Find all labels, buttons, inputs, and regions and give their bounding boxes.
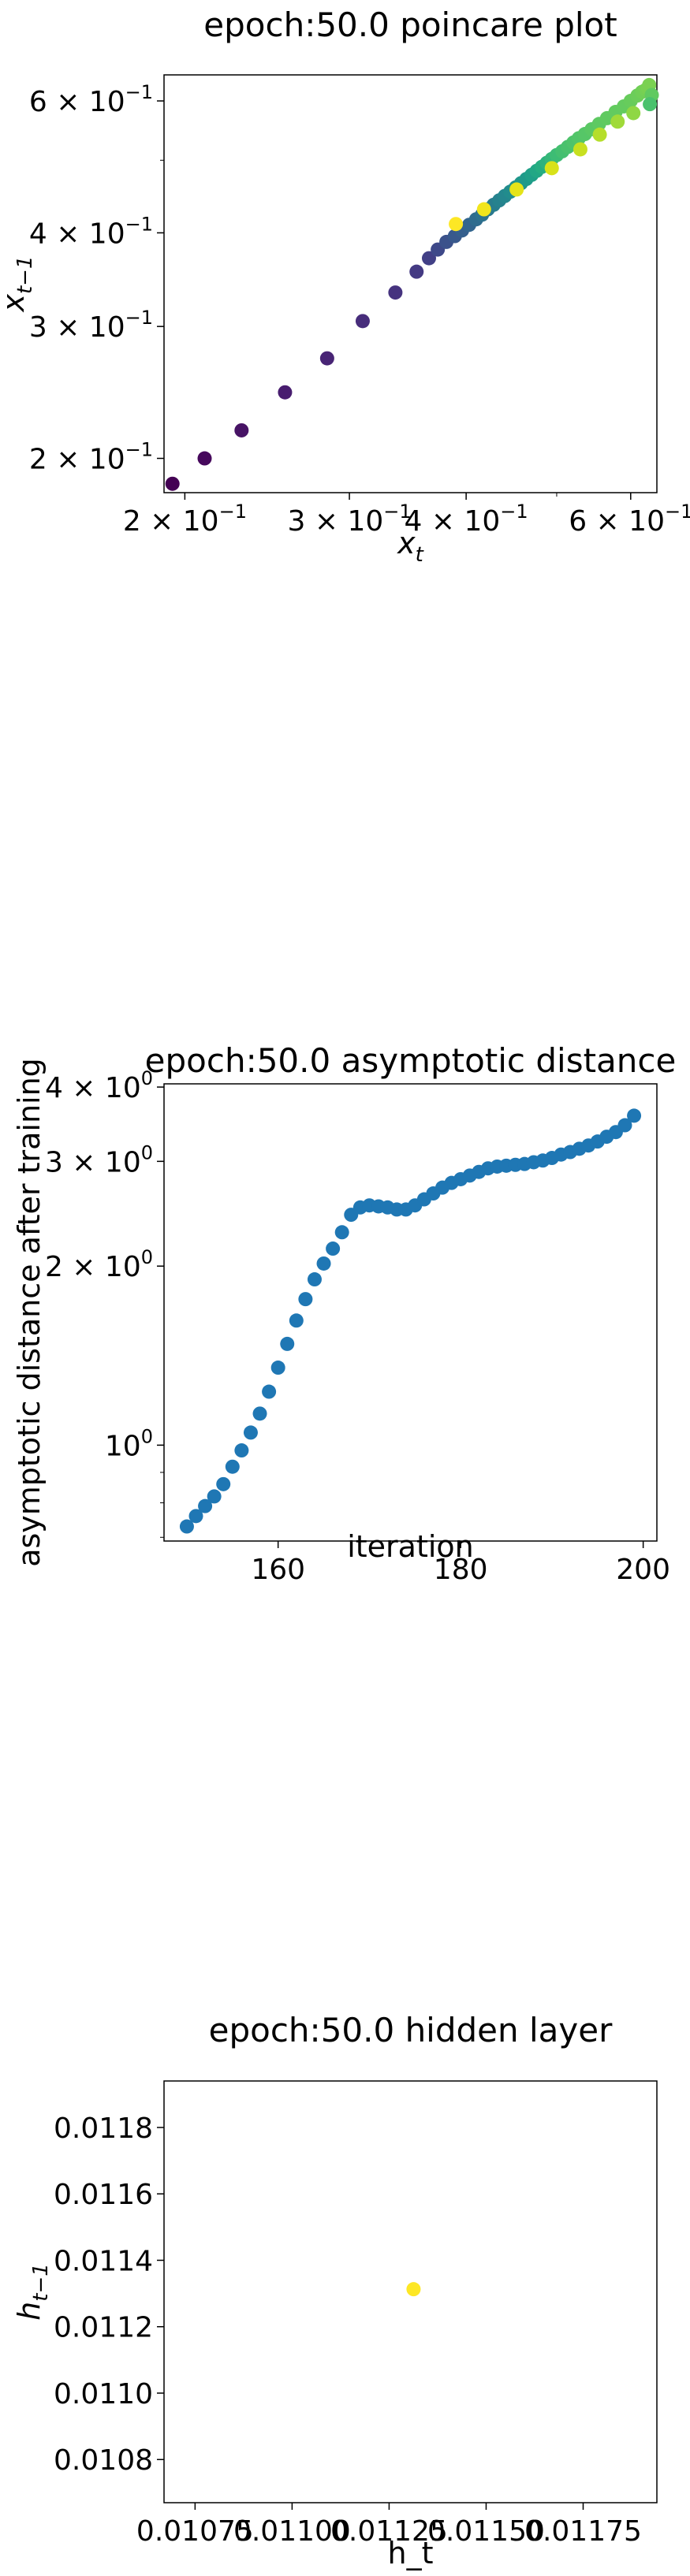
data-points [179,1108,642,1534]
scatter-point [278,385,293,400]
scatter-point [280,1336,295,1351]
x-tick-label: 4 × 10−1 [405,501,528,538]
y-tick-label: 3 × 100 [45,1141,153,1178]
scatter-point [544,161,559,176]
scatter-point [610,114,625,129]
scatter-point [476,202,491,217]
scatter-point [179,1519,194,1534]
chart-title: epoch:50.0 poincare plot [203,6,617,44]
x-tick-label: 0.01075 [136,2515,254,2548]
scatter-point [252,1406,267,1421]
y-tick-label: 4 × 100 [45,1067,153,1104]
y-tick-label: 0.0112 [54,2312,153,2344]
scatter-point [165,476,180,491]
scatter-point [319,351,334,366]
scatter-point [592,127,607,142]
y-tick-label: 0.0118 [54,2113,153,2145]
scatter-point [188,1509,203,1524]
plot-frame [163,2080,658,2503]
scatter-point [573,142,587,157]
y-tick-label: 0.0108 [54,2444,153,2477]
scatter-point [234,423,249,437]
y-tick-label: 0.0110 [54,2378,153,2410]
scatter-point [449,217,464,232]
y-tick-label: 0.0114 [54,2245,153,2277]
scatter-point [316,1256,331,1271]
scatter-point [262,1384,277,1399]
scatter-point [409,264,424,279]
scatter-point [643,97,658,112]
y-tick-label: 100 [105,1425,153,1462]
scatter-point [307,1272,322,1287]
y-tick-label: 0.0116 [54,2179,153,2211]
x-axis-label: h_t [388,2536,434,2570]
y-tick-label: 3 × 10−1 [29,307,153,344]
plot-frame [163,1083,658,1542]
data-points [165,77,659,491]
x-tick-label: 0.01150 [427,2515,545,2548]
y-tick-label: 2 × 100 [45,1246,153,1283]
scatter-point [627,1108,642,1123]
y-tick-label: 2 × 10−1 [29,439,153,476]
scatter-point [198,1498,213,1513]
scatter-point [298,1292,313,1307]
y-axis-label: ht−1 [12,2263,53,2321]
y-axis-label: asymptotic distance after training [12,1058,47,1567]
scatter-point [207,1489,222,1504]
scatter-point [617,1118,632,1133]
data-points [406,2282,421,2297]
chart-title: epoch:50.0 hidden layer [209,2011,613,2049]
x-tick-label: 6 × 10−1 [569,501,690,538]
scatter-point [197,451,212,466]
scatter-point [421,251,436,266]
y-tick-label: 4 × 10−1 [29,213,153,250]
scatter-point [334,1225,349,1240]
chart-title: epoch:50.0 asymptotic distance [145,1041,677,1080]
y-tick-label: 6 × 10−1 [29,81,153,118]
scatter-point [326,1241,341,1256]
x-axis-label: xt [397,526,424,567]
scatter-point [388,285,403,300]
chart-1: epoch:50.0 poincare plot 2 × 10−1 3 × 10−1… [0,6,690,567]
scatter-point [243,1425,258,1440]
scatter-point [355,314,370,329]
x-tick-label: 2 × 10−1 [123,501,247,538]
scatter-point [626,106,641,121]
x-tick-label: 0.01175 [524,2515,642,2548]
scatter-point [509,182,524,197]
chart-2: epoch:50.0 asymptotic distance 160 180 200 1… [12,1041,676,1586]
x-tick-label: 160 [251,1554,305,1586]
scatter-point [225,1459,240,1474]
x-axis-label: iteration [347,1529,474,1564]
scatter-point [406,2282,421,2297]
plot-frame [163,74,658,493]
x-tick-label: 0.01125 [330,2515,448,2548]
chart-3: epoch:50.0 hidden layer0.010750.011000.0… [12,2011,658,2570]
scatter-point [289,1313,304,1328]
x-tick-label: 180 [434,1554,488,1586]
x-tick-label: 0.01100 [233,2515,351,2548]
x-tick-label: 200 [616,1554,670,1586]
scatter-point [270,1361,285,1375]
x-tick-label: 3 × 10−1 [287,501,411,538]
y-axis-label: xt−1 [0,255,37,312]
scatter-point [234,1443,249,1458]
scatter-point [216,1476,231,1491]
